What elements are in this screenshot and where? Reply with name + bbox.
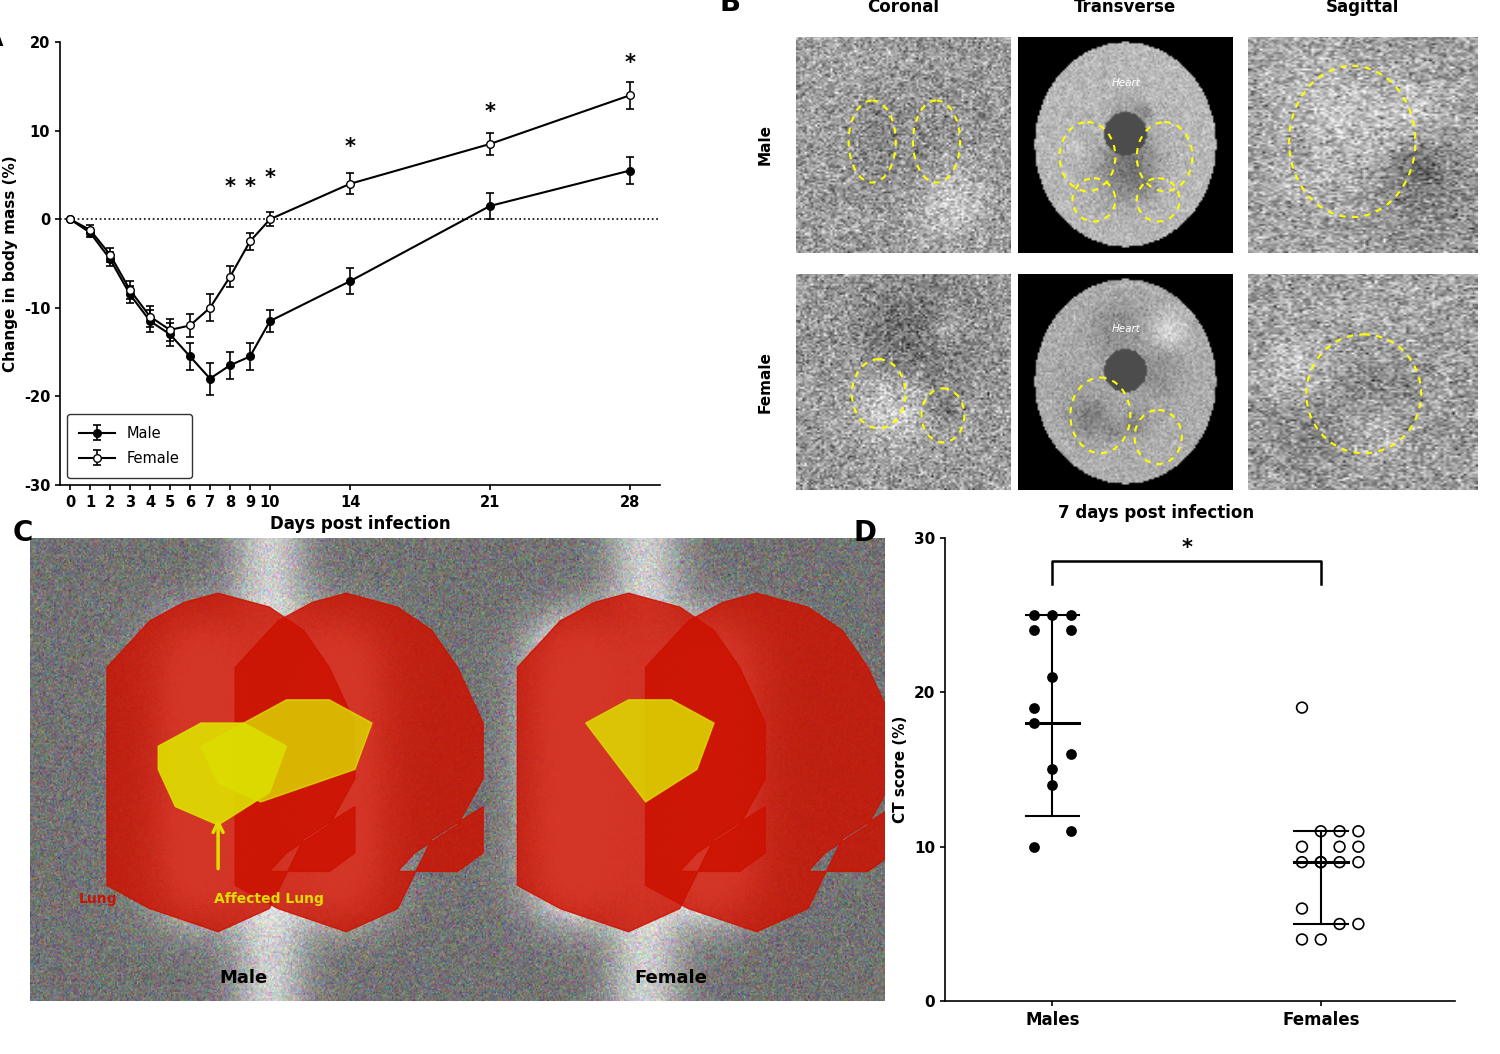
Point xyxy=(1310,854,1334,871)
Text: *: * xyxy=(244,177,255,197)
Point xyxy=(1328,823,1352,840)
X-axis label: Days post infection: Days post infection xyxy=(270,515,450,533)
Text: D: D xyxy=(853,519,876,547)
Point xyxy=(1328,854,1352,871)
Point xyxy=(1310,854,1334,871)
Polygon shape xyxy=(106,593,355,932)
Point xyxy=(1059,606,1083,623)
Point xyxy=(1022,715,1046,731)
Point xyxy=(1059,823,1083,840)
Text: Female: Female xyxy=(758,351,772,413)
Polygon shape xyxy=(518,593,765,932)
Text: Coronal: Coronal xyxy=(867,0,939,16)
Text: Transverse: Transverse xyxy=(1074,0,1176,16)
Point xyxy=(1328,838,1352,855)
Legend: Male, Female: Male, Female xyxy=(68,414,192,477)
Text: Male: Male xyxy=(758,124,772,165)
Text: C: C xyxy=(13,519,33,547)
Polygon shape xyxy=(585,700,714,802)
Point xyxy=(1310,823,1334,840)
Point xyxy=(1328,916,1352,933)
Point xyxy=(1059,622,1083,639)
Point xyxy=(1022,622,1046,639)
Text: Female: Female xyxy=(634,970,708,988)
Text: Sagittal: Sagittal xyxy=(1326,0,1400,16)
Point xyxy=(1290,854,1314,871)
Y-axis label: CT score (%): CT score (%) xyxy=(894,716,909,823)
Polygon shape xyxy=(159,723,286,825)
Text: 7 days post infection: 7 days post infection xyxy=(1058,504,1254,522)
Polygon shape xyxy=(236,593,483,932)
Polygon shape xyxy=(201,700,372,802)
Text: B: B xyxy=(720,0,741,18)
Point xyxy=(1022,838,1046,855)
Point xyxy=(1347,916,1371,933)
Point xyxy=(1290,931,1314,948)
Point xyxy=(1347,838,1371,855)
Point xyxy=(1041,777,1065,794)
Point xyxy=(1347,854,1371,871)
Text: A: A xyxy=(0,24,3,53)
Text: *: * xyxy=(345,137,355,157)
Text: *: * xyxy=(264,169,276,189)
Point xyxy=(1041,606,1065,623)
Point xyxy=(1059,745,1083,762)
Point xyxy=(1041,761,1065,778)
Text: Affected Lung: Affected Lung xyxy=(214,893,324,906)
Point xyxy=(1041,668,1065,685)
Y-axis label: Change in body mass (%): Change in body mass (%) xyxy=(3,155,18,372)
Point xyxy=(1290,699,1314,716)
Text: *: * xyxy=(1180,538,1192,558)
Point xyxy=(1310,931,1334,948)
Point xyxy=(1347,823,1371,840)
Text: *: * xyxy=(225,177,236,197)
Point xyxy=(1022,606,1046,623)
Point xyxy=(1022,699,1046,716)
Polygon shape xyxy=(645,593,894,932)
Point xyxy=(1290,838,1314,855)
Text: *: * xyxy=(484,102,495,122)
Text: Lung: Lung xyxy=(80,893,117,906)
Text: *: * xyxy=(624,53,636,73)
Text: Male: Male xyxy=(219,970,268,988)
Point xyxy=(1290,900,1314,917)
